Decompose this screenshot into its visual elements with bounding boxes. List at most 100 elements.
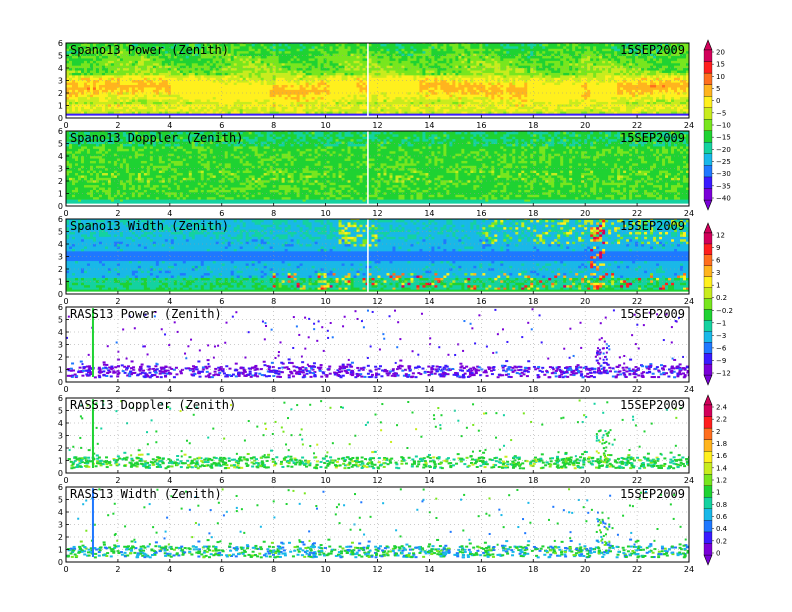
y-tick-label: 3 — [58, 253, 63, 262]
colorbar-label: −5 — [716, 109, 726, 117]
colorbar-arrow-bottom — [703, 554, 713, 566]
x-tick-label: 16 — [476, 297, 486, 306]
colorbar-segment — [703, 84, 713, 97]
scatter-points — [66, 488, 689, 559]
colorbar-segment — [703, 232, 713, 245]
x-tick-label: 10 — [320, 385, 330, 394]
colorbar-segment — [703, 320, 713, 332]
colorbar-segment — [703, 427, 713, 440]
x-tick-label: 12 — [372, 121, 382, 130]
x-tick-label: 14 — [424, 121, 434, 130]
x-tick-label: 10 — [320, 121, 330, 130]
colorbar-segment — [703, 462, 713, 475]
colorbar-segment — [703, 531, 713, 544]
colorbar-label: 2 — [716, 428, 720, 436]
x-tick-label: 0 — [63, 121, 68, 130]
colorbar-segment — [703, 49, 713, 62]
y-tick-label: 6 — [58, 303, 63, 312]
y-tick-label: 1 — [58, 366, 63, 375]
x-tick-label: 6 — [219, 209, 224, 218]
colorbar-segment — [703, 188, 713, 201]
y-tick-label: 6 — [58, 127, 63, 136]
colorbar-segment — [703, 96, 713, 108]
y-tick-label: 6 — [58, 39, 63, 48]
panel-date: 15SEP2009 — [620, 219, 685, 233]
y-tick-label: 0 — [58, 114, 63, 123]
colorbar-label: 5 — [716, 85, 720, 93]
colorbar-segment — [703, 342, 713, 354]
y-tick-label: 2 — [58, 177, 63, 186]
colorbar-segment — [703, 107, 713, 120]
heatmap-cells — [66, 131, 689, 206]
x-tick-label: 18 — [528, 209, 538, 218]
colorbar-label: 0.4 — [716, 525, 728, 533]
colorbar-label: 0.2 — [716, 294, 727, 302]
colorbar-label: 0.8 — [716, 501, 727, 509]
y-tick-label: 4 — [58, 328, 63, 337]
x-tick-label: 8 — [271, 209, 276, 218]
panel-title: Spano13 Width (Zenith) — [70, 219, 229, 233]
y-tick-label: 4 — [58, 508, 63, 517]
colorbar-segment — [703, 254, 713, 266]
x-tick-label: 20 — [580, 121, 590, 130]
x-tick-label: 10 — [320, 297, 330, 306]
y-tick-label: 1 — [58, 546, 63, 555]
x-tick-label: 14 — [424, 565, 434, 574]
panel-date: 15SEP2009 — [620, 487, 685, 501]
y-tick-label: 3 — [58, 165, 63, 174]
x-tick-label: 6 — [219, 121, 224, 130]
y-tick-label: 4 — [58, 64, 63, 73]
colorbar-arrow-top — [703, 39, 713, 51]
x-tick-label: 22 — [632, 385, 642, 394]
colorbar-label: −30 — [716, 170, 731, 178]
y-tick-label: 1 — [58, 190, 63, 199]
colorbar-segment — [703, 363, 713, 376]
x-tick-label: 16 — [476, 209, 486, 218]
colorbar-segment — [703, 130, 713, 143]
colorbar-label: 6 — [716, 257, 721, 265]
colorbar-label: 1.8 — [716, 440, 727, 448]
colorbar-label: −0.2 — [716, 307, 733, 315]
x-tick-label: 20 — [580, 297, 590, 306]
colorbar-segment — [703, 287, 713, 299]
x-tick-label: 18 — [528, 121, 538, 130]
y-tick-label: 6 — [58, 394, 63, 403]
colorbar-arrow-top — [703, 394, 713, 406]
x-tick-label: 0 — [63, 209, 68, 218]
y-tick-label: 3 — [58, 77, 63, 86]
colorbar-label: 3 — [716, 269, 720, 277]
colorbar-segment — [703, 165, 713, 178]
y-tick-label: 2 — [58, 89, 63, 98]
colorbar-arrow-top — [703, 222, 713, 234]
colorbar-segment — [703, 331, 713, 343]
x-tick-label: 22 — [632, 209, 642, 218]
colorbar-label: 1 — [716, 282, 720, 290]
x-tick-label: 4 — [167, 385, 172, 394]
y-tick-label: 0 — [58, 202, 63, 211]
y-tick-label: 1 — [58, 278, 63, 287]
x-tick-label: 12 — [372, 565, 382, 574]
colorbar-segment — [703, 520, 713, 533]
x-tick-label: 0 — [63, 565, 68, 574]
x-tick-label: 24 — [684, 297, 694, 306]
colorbars: 20151050−5−10−15−20−25−30−35−401296310.2… — [703, 39, 733, 566]
x-tick-label: 2 — [115, 385, 120, 394]
y-tick-label: 6 — [58, 483, 63, 492]
heatmap-cells — [66, 219, 689, 294]
x-tick-label: 10 — [320, 565, 330, 574]
x-tick-label: 8 — [271, 385, 276, 394]
colorbar-label: −15 — [716, 134, 731, 142]
colorbar-segment — [703, 61, 713, 74]
x-tick-label: 10 — [320, 476, 330, 485]
panel-date: 15SEP2009 — [620, 398, 685, 412]
y-tick-label: 1 — [58, 457, 63, 466]
colorbar-label: −6 — [716, 344, 727, 352]
y-tick-label: 3 — [58, 521, 63, 530]
y-tick-label: 3 — [58, 341, 63, 350]
